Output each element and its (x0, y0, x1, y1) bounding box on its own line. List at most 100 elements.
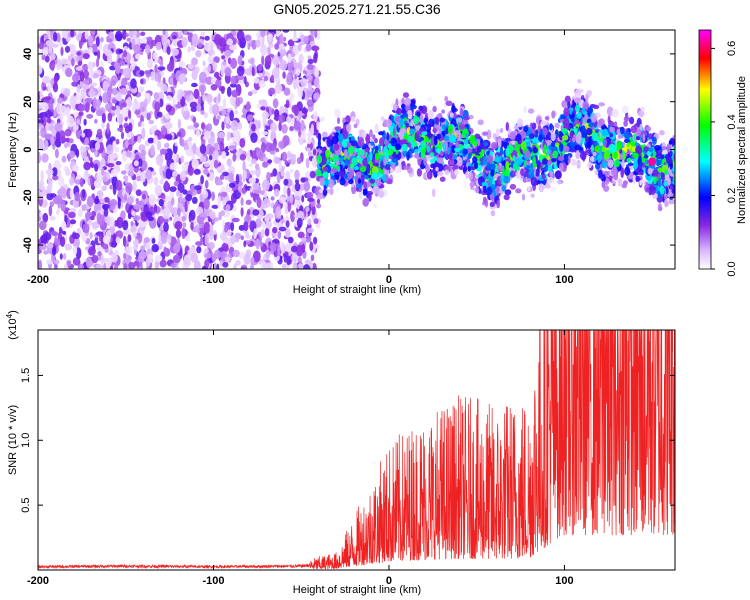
heatmap-cell (305, 157, 310, 169)
heatmap-cell (51, 175, 59, 181)
heatmap-cell (221, 55, 226, 60)
heatmap-cell (382, 174, 387, 183)
heatmap-cell (602, 139, 606, 145)
heatmap-cell (101, 113, 106, 123)
heatmap-cell (94, 119, 98, 124)
heatmap-cell (46, 192, 54, 201)
heatmap-cell (574, 97, 581, 104)
heatmap-cell (132, 180, 137, 192)
heatmap-cell (84, 101, 90, 113)
heatmap-cell (172, 254, 181, 264)
heatmap-cell (622, 105, 629, 114)
heatmap-cell (178, 73, 187, 83)
heatmap-cell (235, 150, 241, 158)
heatmap-cell (445, 153, 450, 161)
heatmap-cell (250, 132, 258, 143)
heatmap-cell (154, 72, 159, 82)
heatmap-cell (296, 210, 305, 221)
heatmap-cell (569, 131, 574, 139)
heatmap-cell (538, 154, 543, 161)
heatmap-cell (267, 33, 273, 39)
heatmap-cell (90, 82, 98, 87)
heatmap-cell (359, 166, 367, 173)
heatmap-cell (229, 44, 237, 51)
heatmap-cell (208, 242, 215, 250)
heatmap-cell (523, 125, 528, 131)
heatmap-cell (287, 53, 292, 63)
heatmap-cell (162, 207, 170, 220)
heatmap-cell (287, 187, 291, 197)
heatmap-cell (392, 103, 398, 111)
heatmap-cell (39, 111, 48, 118)
heatmap-cell (297, 256, 302, 264)
heatmap-cell (209, 211, 216, 220)
heatmap-cell (598, 169, 603, 179)
heatmap-cell (72, 165, 80, 172)
heatmap-cell (555, 142, 560, 148)
heatmap-cell (127, 90, 132, 96)
heatmap-cell (220, 232, 227, 241)
heatmap-cell (316, 169, 322, 179)
heatmap-cell (38, 243, 47, 251)
heatmap-cell (357, 178, 362, 184)
heatmap-cell (490, 169, 495, 177)
heatmap-cell (447, 153, 453, 160)
heatmap-cell (204, 42, 212, 52)
heatmap-cell (274, 83, 283, 94)
heatmap-cell (205, 94, 213, 103)
heatmap-cell (663, 181, 668, 187)
heatmap-cell (220, 86, 225, 94)
heatmap-cell (444, 169, 450, 176)
heatmap-cell (220, 210, 225, 217)
heatmap-cell (642, 133, 646, 143)
heatmap-cell (524, 150, 531, 158)
heatmap-cell (339, 157, 344, 162)
heatmap-cell (671, 188, 675, 194)
heatmap-cell (316, 198, 321, 205)
heatmap-cell (373, 203, 378, 209)
heatmap-cell (656, 152, 663, 160)
heatmap-cell (654, 144, 662, 151)
heatmap-cell (112, 233, 117, 245)
heatmap-cell (297, 263, 304, 269)
heatmap-cell (337, 133, 344, 143)
heatmap-cell (439, 176, 446, 182)
heatmap-cell (83, 79, 90, 85)
heatmap-cell (117, 197, 121, 209)
heatmap-cell (242, 160, 246, 173)
heatmap-cell (69, 219, 77, 225)
snr-y-label: SNR (10 * v/v) (7, 405, 19, 475)
heatmap-cell (125, 182, 133, 194)
heatmap-cell (64, 142, 68, 149)
heatmap-cell (87, 46, 93, 53)
heatmap-cell (191, 196, 198, 204)
heatmap-cell (520, 168, 525, 176)
heatmap-cell (78, 104, 86, 112)
heatmap-cell (524, 177, 532, 183)
heatmap-cell (287, 152, 291, 158)
heatmap-cell (120, 87, 128, 95)
heatmap-cell (426, 170, 433, 180)
heatmap-cell (274, 43, 279, 50)
heatmap-cell (88, 246, 96, 256)
heatmap-cell (88, 90, 96, 97)
heatmap-cell (91, 30, 96, 36)
heatmap-cell (107, 163, 115, 168)
heatmap-cell (90, 148, 96, 153)
heatmap-cell (633, 132, 637, 141)
heatmap-cell (38, 151, 41, 163)
heatmap-cell (243, 76, 247, 85)
heatmap-cell (250, 256, 255, 267)
heatmap-cell (62, 230, 67, 235)
heatmap-cell (574, 144, 581, 151)
heatmap-cell (211, 204, 219, 209)
heatmap-cell (156, 111, 163, 118)
heatmap-cell (38, 259, 43, 269)
heatmap-cell (203, 198, 210, 210)
heatmap-cell (226, 158, 232, 167)
heatmap-cell (237, 122, 243, 130)
heatmap-cell (102, 235, 111, 244)
heatmap-cell (359, 148, 365, 156)
heatmap-cell (69, 177, 74, 186)
heatmap-cell (407, 109, 413, 119)
